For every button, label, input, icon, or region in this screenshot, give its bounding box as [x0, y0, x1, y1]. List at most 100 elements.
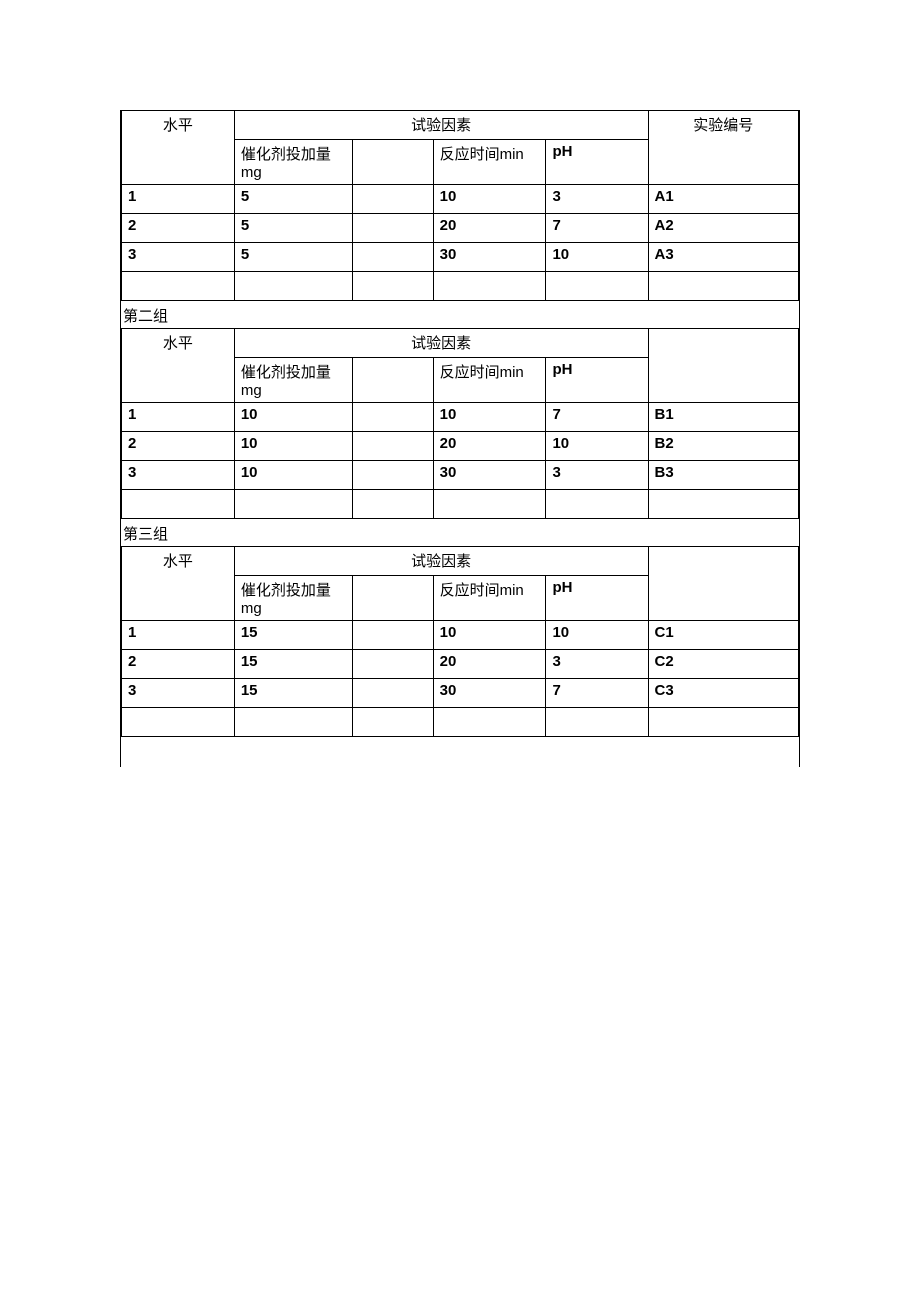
cell-ph: 3	[546, 650, 648, 679]
table-header-row: 水平试验因素	[122, 329, 799, 358]
cell-catalyst: 15	[234, 621, 352, 650]
cell-expno: B2	[648, 432, 798, 461]
header-expno-empty	[648, 547, 798, 621]
cell-empty	[433, 490, 546, 519]
table-row: 110107B1	[122, 403, 799, 432]
cell-level: 1	[122, 403, 235, 432]
outer-frame: 水平试验因素实验编号催化剂投加量 mg反应时间minpH15103A125207…	[120, 110, 800, 767]
table-row: 25 207A2	[122, 214, 799, 243]
cell-ph: 10	[546, 243, 648, 272]
cell-empty	[353, 679, 434, 708]
table-row: 310303B3	[122, 461, 799, 490]
page-container: 水平试验因素实验编号催化剂投加量 mg反应时间minpH15103A125207…	[0, 0, 920, 767]
cell-time: 30	[433, 243, 546, 272]
header-factors: 试验因素	[234, 111, 648, 140]
header-ph: pH	[546, 140, 648, 185]
cell-empty	[353, 650, 434, 679]
experiment-table: 水平试验因素催化剂投加量 mg反应时间minpH110107B12102010B…	[121, 328, 799, 519]
experiment-table: 水平试验因素催化剂投加量 mg反应时间minpH1151010C1215203C…	[121, 546, 799, 737]
table-row: 35 3010A3	[122, 243, 799, 272]
table-empty-row	[122, 708, 799, 737]
table-row: 15 103A1	[122, 185, 799, 214]
header-time: 反应时间min	[433, 576, 546, 621]
cell-empty	[353, 272, 434, 301]
cell-catalyst: 5	[234, 214, 352, 243]
cell-catalyst: 10	[234, 432, 352, 461]
cell-empty	[353, 621, 434, 650]
cell-expno: A3	[648, 243, 798, 272]
cell-empty	[648, 490, 798, 519]
cell-catalyst: 5	[234, 243, 352, 272]
cell-time: 30	[433, 461, 546, 490]
cell-empty	[353, 185, 434, 214]
cell-level: 2	[122, 650, 235, 679]
cell-empty	[353, 214, 434, 243]
cell-empty	[353, 243, 434, 272]
group-label: 第二组	[121, 301, 799, 328]
cell-empty	[234, 708, 352, 737]
cell-ph: 7	[546, 214, 648, 243]
cell-time: 30	[433, 679, 546, 708]
cell-empty	[546, 708, 648, 737]
header-empty	[353, 140, 434, 185]
header-level: 水平	[122, 329, 235, 403]
table-row: 1151010C1	[122, 621, 799, 650]
cell-catalyst: 15	[234, 650, 352, 679]
cell-empty	[122, 272, 235, 301]
cell-time: 10	[433, 185, 546, 214]
table-empty-row	[122, 490, 799, 519]
cell-level: 2	[122, 214, 235, 243]
cell-catalyst: 5	[234, 185, 352, 214]
cell-time: 20	[433, 650, 546, 679]
header-ph: pH	[546, 576, 648, 621]
cell-ph: 10	[546, 621, 648, 650]
cell-level: 1	[122, 621, 235, 650]
experiment-table: 水平试验因素实验编号催化剂投加量 mg反应时间minpH15103A125207…	[121, 110, 799, 301]
header-empty	[353, 576, 434, 621]
table-row: 315 307C3	[122, 679, 799, 708]
cell-expno: A2	[648, 214, 798, 243]
cell-expno: C1	[648, 621, 798, 650]
cell-empty	[648, 708, 798, 737]
header-factors: 试验因素	[234, 547, 648, 576]
header-time: 反应时间min	[433, 358, 546, 403]
cell-empty	[234, 272, 352, 301]
table-empty-row	[122, 272, 799, 301]
cell-empty	[353, 708, 434, 737]
cell-time: 10	[433, 621, 546, 650]
cell-empty	[122, 708, 235, 737]
cell-empty	[122, 490, 235, 519]
cell-level: 3	[122, 679, 235, 708]
header-level: 水平	[122, 547, 235, 621]
cell-ph: 7	[546, 403, 648, 432]
group-label: 第三组	[121, 519, 799, 546]
cell-expno: B3	[648, 461, 798, 490]
cell-empty	[433, 708, 546, 737]
header-catalyst: 催化剂投加量 mg	[234, 576, 352, 621]
cell-empty	[433, 272, 546, 301]
header-level: 水平	[122, 111, 235, 185]
table-row: 2102010B2	[122, 432, 799, 461]
cell-expno: C3	[648, 679, 798, 708]
header-expno: 实验编号	[648, 111, 798, 185]
cell-level: 1	[122, 185, 235, 214]
cell-expno: A1	[648, 185, 798, 214]
header-ph: pH	[546, 358, 648, 403]
table-row: 215203C2	[122, 650, 799, 679]
cell-ph: 3	[546, 185, 648, 214]
cell-empty	[648, 272, 798, 301]
cell-level: 2	[122, 432, 235, 461]
cell-level: 3	[122, 243, 235, 272]
header-catalyst: 催化剂投加量 mg	[234, 140, 352, 185]
header-expno-empty	[648, 329, 798, 403]
cell-ph: 7	[546, 679, 648, 708]
cell-catalyst: 10	[234, 461, 352, 490]
table-header-row: 水平试验因素	[122, 547, 799, 576]
tables-container: 水平试验因素实验编号催化剂投加量 mg反应时间minpH15103A125207…	[121, 110, 799, 737]
header-empty	[353, 358, 434, 403]
cell-time: 20	[433, 432, 546, 461]
cell-empty	[353, 461, 434, 490]
cell-time: 20	[433, 214, 546, 243]
cell-catalyst: 15	[234, 679, 352, 708]
cell-empty	[353, 490, 434, 519]
